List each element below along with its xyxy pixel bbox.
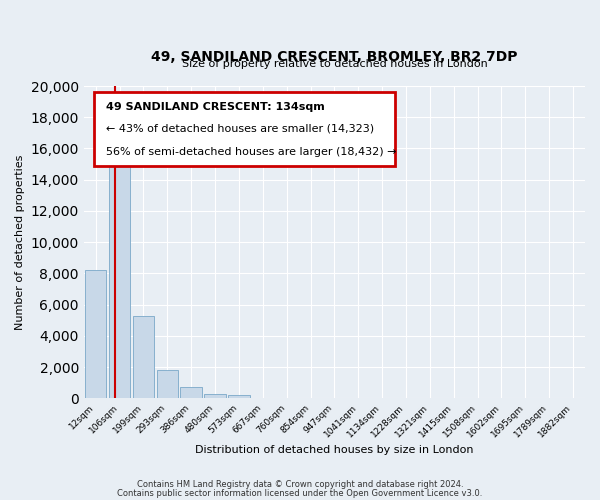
Text: Size of property relative to detached houses in London: Size of property relative to detached ho… bbox=[182, 59, 487, 69]
Text: Contains HM Land Registry data © Crown copyright and database right 2024.: Contains HM Land Registry data © Crown c… bbox=[137, 480, 463, 489]
FancyBboxPatch shape bbox=[94, 92, 395, 166]
Bar bbox=[85, 270, 106, 398]
Text: 56% of semi-detached houses are larger (18,432) →: 56% of semi-detached houses are larger (… bbox=[106, 147, 397, 157]
Y-axis label: Number of detached properties: Number of detached properties bbox=[15, 154, 25, 330]
Text: 49 SANDILAND CRESCENT: 134sqm: 49 SANDILAND CRESCENT: 134sqm bbox=[106, 102, 325, 112]
Text: Contains public sector information licensed under the Open Government Licence v3: Contains public sector information licen… bbox=[118, 488, 482, 498]
Bar bbox=[228, 394, 250, 398]
Bar bbox=[205, 394, 226, 398]
Bar bbox=[157, 370, 178, 398]
Bar bbox=[109, 139, 130, 398]
X-axis label: Distribution of detached houses by size in London: Distribution of detached houses by size … bbox=[195, 445, 473, 455]
Text: ← 43% of detached houses are smaller (14,323): ← 43% of detached houses are smaller (14… bbox=[106, 124, 374, 134]
Bar bbox=[181, 386, 202, 398]
Bar bbox=[133, 316, 154, 398]
Title: 49, SANDILAND CRESCENT, BROMLEY, BR2 7DP: 49, SANDILAND CRESCENT, BROMLEY, BR2 7DP bbox=[151, 50, 518, 64]
